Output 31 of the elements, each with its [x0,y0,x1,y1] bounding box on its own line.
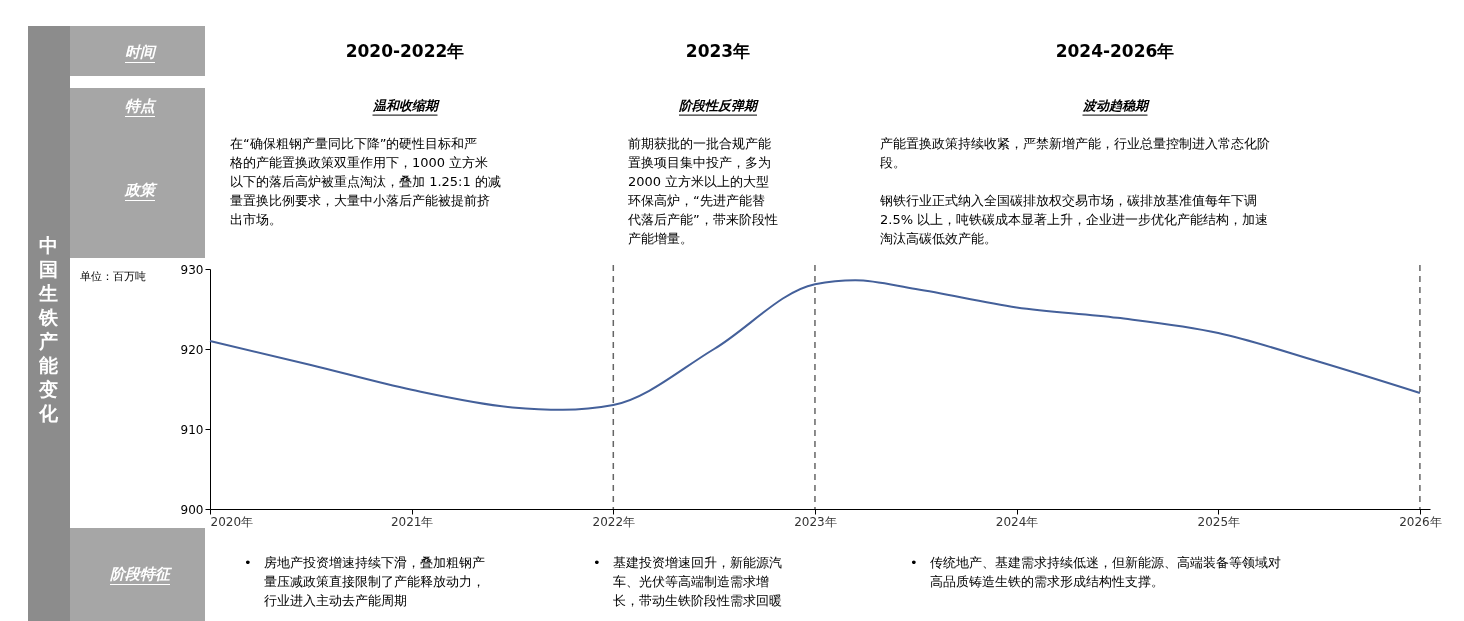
text: 2023年 [685,41,751,61]
text: 在“确保粗钢产量同比下降”的硬性目标和严格的产能置换政策双重作用下，1000 立方米以下的落后高炉被重点淘汰，叠加 1.25:1 的减量置换比例要求，大量中小落后产能被提前挤出市场。 [229,136,501,227]
line-series [209,279,1421,411]
y-tick-label: 930 [180,262,204,277]
x-tick-label: 2020年 [210,514,254,529]
text: • 传统地产、基建需求持续低迷，但新能源、高端装备等领域对高品质铸造生铁的需求形成结构性支撑。 [910,555,1281,589]
x-tick-label: 2024年 [995,514,1039,529]
text: 中国生铁产能变化 [37,234,59,424]
x-tick-label: 2023年 [794,514,837,529]
text: • 基建投资增速回升，新能源汽车、光伏等高端制造需求增长，带动生铁阶段性需求回暖 [593,555,782,608]
text: 温和收缩期 [371,98,440,113]
y-tick-label: 910 [180,422,204,437]
text: 特点 [125,97,157,115]
x-tick-label: 2021年 [390,514,434,529]
y-tick-label: 920 [180,342,204,357]
text: 产能置换政策持续收紧，严禁新增产能，行业总量控制进入常态化阶段。 [880,136,1270,170]
text: 钢铁行业正式纳入全国碳排放权交易市场，碳排放基准值每年下调2.5% 以上，吨铁碳成本显著上升，企业进一步优化产能结构，加速淘汰高碳低效产能。 [879,193,1269,246]
x-tick-label: 2025年 [1197,514,1241,529]
text: 阶段特征 [109,565,173,583]
text: • 房地产投资增速持续下滑，叠加粗钢产量压减政策直接限制了产能释放动力，行业进入主动去产能周期 [244,555,485,608]
y-tick-label: 900 [180,502,204,517]
x-tick-label: 2022年 [592,514,636,529]
x-tick-label: 2026年 [1399,514,1442,529]
text: 时间 [125,43,157,61]
y-axis-title: 单位：百万吨 [80,270,146,283]
text: 2020-2022年 [345,41,465,61]
text: 波动趋稳期 [1081,98,1150,113]
text: 阶段性反弹期 [678,98,759,113]
text: 前期获批的一批合规产能置换项目集中投产，多为2000 立方米以上的大型环保高炉，“先进产能替代落后产能”，带来阶段性产能增量。 [627,136,778,246]
text: 2024-2026年 [1055,41,1175,61]
text: 政策 [124,181,158,199]
